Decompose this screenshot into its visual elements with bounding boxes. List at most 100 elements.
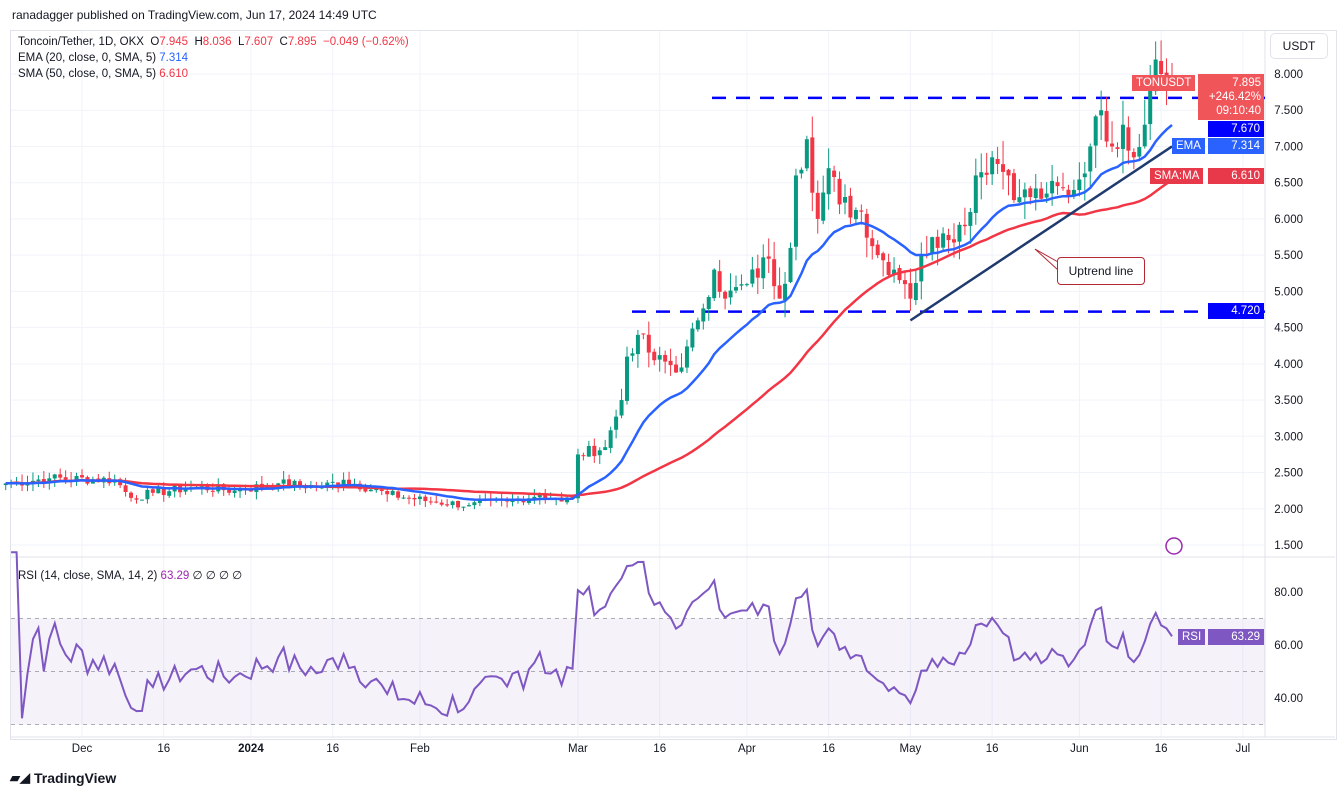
candle — [161, 488, 166, 496]
candle — [407, 497, 411, 499]
candle — [1071, 189, 1076, 196]
price-tick: 2.000 — [1274, 504, 1303, 516]
candle — [581, 455, 586, 457]
price-tick: 8.000 — [1274, 69, 1303, 81]
candle — [592, 445, 597, 457]
candle — [368, 489, 373, 492]
candle — [772, 259, 777, 287]
symbol-name[interactable]: Toncoin/Tether, 1D, OKX — [18, 36, 144, 48]
candle — [347, 479, 352, 485]
candle — [701, 308, 706, 322]
candle — [472, 502, 477, 506]
candle — [614, 416, 619, 430]
candle — [783, 283, 788, 301]
o-label: O — [150, 36, 160, 48]
ema-tag: 7.314 — [1208, 138, 1264, 154]
candle — [58, 474, 63, 478]
candle — [848, 195, 853, 218]
candle — [167, 491, 172, 496]
candle — [952, 239, 956, 243]
candle — [788, 247, 793, 283]
candle — [875, 244, 880, 256]
candle — [123, 485, 128, 492]
candle — [793, 175, 798, 247]
candle — [597, 450, 602, 456]
candle — [401, 497, 406, 499]
candle — [456, 501, 461, 508]
candle — [1137, 147, 1142, 157]
candle — [1142, 124, 1147, 147]
last-price-tag: 7.895 +246.42% 09:10:40 — [1198, 74, 1264, 120]
candle — [238, 489, 243, 492]
time-tick: Apr — [738, 743, 756, 755]
candle — [957, 224, 962, 242]
price-tick: 6.000 — [1274, 214, 1303, 226]
candle — [1028, 188, 1033, 198]
candle — [63, 477, 68, 480]
legend-rsi[interactable]: RSI (14, close, SMA, 14, 2) 63.29 ∅ ∅ ∅ … — [18, 568, 242, 582]
candle — [461, 506, 466, 508]
candle — [1104, 111, 1109, 142]
candle — [657, 355, 662, 360]
pct-change: +246.42% — [1208, 91, 1261, 103]
uptrend-annotation[interactable]: Uptrend line — [1057, 257, 1145, 285]
candle — [1099, 110, 1104, 116]
candle — [379, 489, 384, 492]
candle — [450, 501, 455, 506]
candle — [129, 492, 134, 498]
candle — [864, 213, 869, 238]
candle — [1022, 189, 1027, 198]
candle — [445, 504, 450, 506]
candle — [156, 487, 161, 494]
price-tick: 4.000 — [1274, 359, 1303, 371]
candle — [330, 481, 335, 483]
price-tick: 3.500 — [1274, 395, 1303, 407]
candle — [363, 488, 368, 492]
candle — [139, 499, 144, 501]
price-tick: 3.000 — [1274, 431, 1303, 443]
candle — [886, 261, 891, 275]
candle — [826, 168, 831, 195]
tradingview-logo[interactable]: ▰◢ TradingView — [10, 770, 116, 786]
candle — [619, 400, 624, 416]
candle — [232, 490, 237, 494]
candle — [946, 234, 951, 241]
legend-ema[interactable]: EMA (20, close, 0, SMA, 5) 7.314 — [18, 52, 188, 64]
candle — [630, 353, 635, 356]
l-label: L — [237, 36, 245, 48]
currency-button[interactable]: USDT — [1270, 33, 1328, 59]
candle — [74, 475, 79, 482]
time-tick: Feb — [410, 743, 430, 755]
candle — [777, 285, 782, 299]
close-value: 7.895 — [287, 36, 317, 48]
time-tick: 16 — [1155, 743, 1168, 755]
time-tick: May — [900, 743, 922, 755]
brand-name: TradingView — [34, 770, 117, 786]
candle — [652, 351, 657, 361]
ema-value: 7.314 — [159, 52, 189, 64]
candle — [575, 454, 580, 499]
candle — [47, 478, 52, 483]
candle — [804, 139, 809, 169]
candle — [1115, 147, 1120, 150]
candle — [603, 447, 608, 451]
candle — [1110, 143, 1115, 147]
candle — [1148, 88, 1153, 125]
candle — [1131, 151, 1136, 158]
candle — [881, 253, 886, 261]
candle — [1039, 188, 1044, 199]
time-tick: Dec — [72, 743, 93, 755]
candle — [145, 489, 150, 500]
open-value: 7.945 — [159, 36, 189, 48]
high-value: 8.036 — [202, 36, 232, 48]
candle — [1033, 188, 1038, 199]
candle — [902, 280, 907, 285]
legend-sma[interactable]: SMA (50, close, 0, SMA, 5) 6.610 — [18, 68, 188, 80]
candle — [684, 346, 689, 368]
ema-20-line — [5, 124, 1173, 502]
candle — [434, 501, 439, 503]
candle — [1093, 116, 1098, 146]
candle — [1017, 197, 1022, 203]
candle — [1001, 164, 1006, 172]
